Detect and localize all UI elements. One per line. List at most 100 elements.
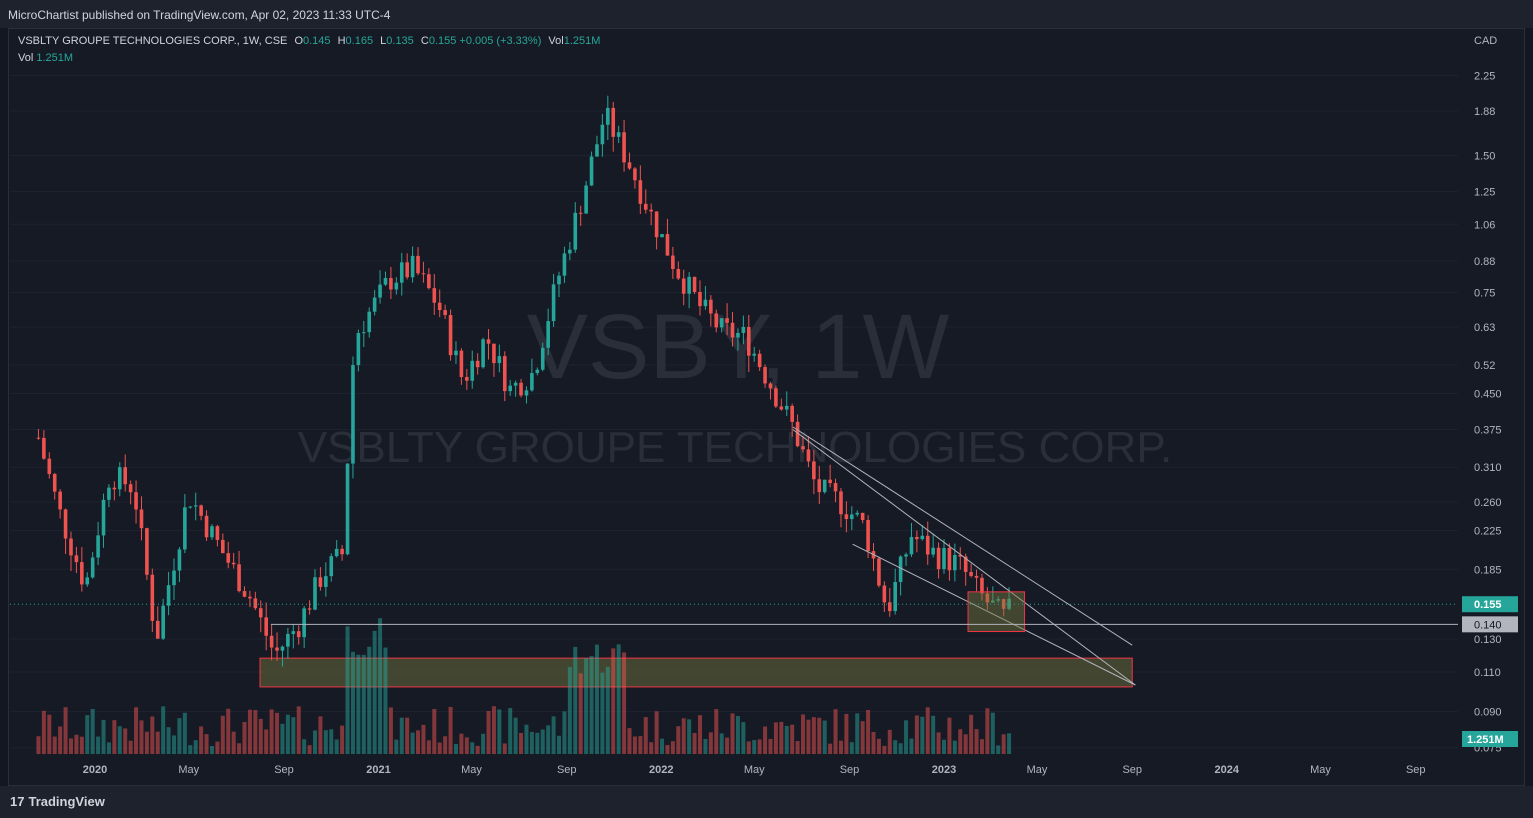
volume-bar (958, 729, 963, 754)
volume-bar (79, 736, 84, 754)
candle-body (52, 474, 57, 492)
candle-body (774, 388, 778, 407)
volume-bar (448, 706, 453, 754)
volume-bar (692, 732, 697, 754)
candle-body (107, 487, 111, 500)
candle-body (492, 343, 496, 364)
volume-bar (182, 712, 187, 754)
candle-body (991, 600, 995, 603)
candle-body (925, 535, 930, 555)
volume-bar (768, 738, 773, 754)
candle-body (427, 274, 431, 289)
candle-body (687, 276, 691, 294)
volume-bar (410, 732, 415, 754)
volume-bar (665, 745, 670, 754)
volume-bar (562, 711, 567, 754)
candle-body (280, 646, 285, 651)
volume-bar (166, 727, 171, 754)
candle-body (530, 373, 534, 391)
time-tick-label: Sep (1122, 764, 1142, 776)
candle-body (714, 313, 719, 328)
volume-bar (432, 709, 437, 754)
price-tick-label: 0.225 (1474, 526, 1502, 538)
volume-bar (85, 715, 90, 754)
volume-bar (68, 738, 73, 754)
candle-body (307, 608, 312, 610)
volume-bar (942, 739, 946, 754)
candle-body (231, 562, 236, 565)
price-tick-label: 0.260 (1474, 497, 1502, 509)
candle-body (736, 332, 740, 338)
candle-body (85, 577, 90, 585)
volume-bar (372, 630, 377, 754)
volume-bar (855, 713, 860, 754)
candle-body (356, 333, 361, 366)
volume-bar (470, 742, 475, 754)
candle-body (703, 299, 708, 307)
candle-body (69, 538, 73, 556)
volume-bar (649, 742, 654, 754)
volume-bar (350, 651, 355, 754)
volume-bar (307, 745, 312, 754)
candle-body (421, 273, 426, 275)
volume-bar (491, 706, 496, 754)
volume-bar (632, 736, 637, 754)
candle-body (508, 385, 513, 392)
volume-bar (291, 717, 296, 754)
volume-bar (909, 738, 914, 754)
candle-body (475, 360, 480, 368)
open-label: O (294, 35, 303, 47)
volume-bar (725, 737, 730, 754)
volume-line-label: Vol (18, 52, 34, 64)
symbol-name[interactable]: VSBLTY GROUPE TECHNOLOGIES CORP., 1W, CS… (18, 35, 288, 47)
footer-bar: 17 TradingView (0, 786, 1533, 818)
volume-bar (866, 709, 871, 754)
time-tick-label: May (1310, 764, 1331, 776)
candle-body (958, 554, 963, 557)
volume-bar (247, 709, 252, 754)
volume-legend: Vol 1.251M (18, 52, 73, 64)
time-tick-label: 2023 (932, 764, 956, 776)
candle-body (996, 599, 1001, 601)
high-label: H (337, 35, 346, 47)
candle-body (877, 558, 881, 586)
candle-body (123, 467, 128, 485)
candle-body (719, 318, 724, 328)
candle-body (193, 505, 198, 507)
candle-body (253, 598, 258, 609)
candle-body (1001, 599, 1006, 609)
volume-bar (155, 731, 160, 754)
volume-bar (134, 707, 139, 754)
candle-body (665, 234, 670, 256)
candle-body (947, 547, 952, 571)
tradingview-logo[interactable]: 17 TradingView (10, 794, 105, 809)
candle-body (546, 321, 550, 348)
volume-bar (893, 740, 898, 754)
candle-body (188, 506, 193, 508)
volume-bar (708, 732, 713, 754)
time-tick-label: May (461, 764, 482, 776)
volume-bar (513, 717, 518, 754)
volume-bar (237, 743, 242, 754)
candle-body (768, 383, 773, 389)
candle-body (128, 484, 133, 493)
volume-bar (101, 719, 106, 754)
candle-body (150, 574, 155, 621)
candle-body (90, 557, 95, 578)
chart-pane[interactable] (8, 28, 1525, 786)
volume-bar (871, 731, 876, 754)
candle-body (329, 556, 334, 577)
candle-body (725, 318, 729, 323)
candle-body (296, 631, 301, 638)
candle-body (237, 564, 241, 592)
candle-body (378, 284, 382, 298)
candle-body (459, 350, 464, 378)
candle-body (627, 162, 632, 169)
candle-body (638, 180, 643, 204)
watermark-name: VSBLTY GROUPE TECHNOLOGIES CORP. (298, 423, 1173, 472)
volume-bar (887, 729, 892, 754)
volume-bar (752, 740, 757, 754)
open-value: 0.145 (303, 35, 331, 47)
volume-bar (416, 730, 421, 754)
